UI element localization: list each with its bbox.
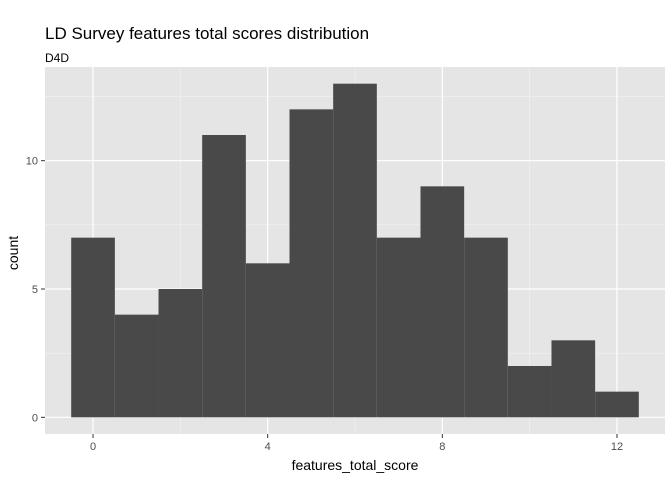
x-tick-label: 12	[611, 441, 623, 453]
histogram-bar	[464, 237, 508, 418]
chart-title: LD Survey features total scores distribu…	[45, 24, 369, 43]
x-axis-title: features_total_score	[292, 457, 419, 473]
histogram-bar	[289, 109, 334, 418]
histogram-bar	[114, 314, 159, 418]
x-tick-label: 4	[265, 441, 271, 453]
histogram-bars	[71, 83, 639, 418]
y-tick-label: 10	[26, 156, 38, 168]
histogram-bar	[376, 237, 421, 418]
x-tick-label: 0	[90, 441, 96, 453]
histogram-bar	[420, 186, 465, 418]
y-axis-title: count	[5, 236, 21, 270]
histogram-bar	[245, 263, 290, 418]
histogram-bar	[158, 288, 203, 418]
histogram-bar	[507, 365, 552, 418]
histogram-bar	[551, 340, 596, 418]
histogram-bar	[71, 237, 115, 418]
y-tick-label: 5	[32, 284, 38, 296]
axis-tick-labels: 0 4 8 12 0 5 10	[26, 156, 623, 453]
axis-ticks	[41, 160, 618, 438]
x-tick-label: 8	[439, 441, 445, 453]
y-tick-label: 0	[32, 412, 38, 424]
histogram-bar	[202, 135, 246, 418]
chart-subtitle: D4D	[45, 51, 69, 65]
histogram-bar	[595, 391, 639, 418]
histogram-bar	[333, 83, 377, 418]
